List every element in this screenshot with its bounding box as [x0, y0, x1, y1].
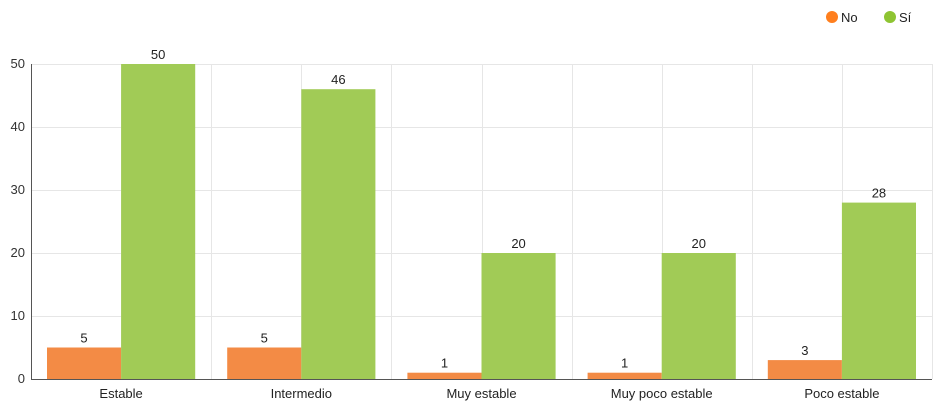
bar-sí-3: [661, 253, 736, 379]
data-label: 5: [80, 331, 87, 346]
data-labels: 5 50 5 46 1 20 1 20 3 28: [80, 47, 886, 371]
data-label: 3: [801, 343, 808, 358]
bar-sí-4: [841, 202, 916, 379]
y-tick-label: 40: [11, 119, 25, 134]
x-tick-label: Poco estable: [804, 386, 879, 401]
data-label: 1: [441, 356, 448, 371]
data-label: 50: [151, 47, 165, 62]
bar-sí-2: [481, 253, 556, 379]
legend: No Sí: [826, 10, 912, 25]
legend-marker: [826, 11, 838, 23]
legend-item-no[interactable]: No: [826, 10, 858, 25]
bar-no-4: [767, 360, 842, 379]
data-label: 1: [621, 356, 628, 371]
legend-label: No: [841, 10, 858, 25]
x-tick-label: Estable: [99, 386, 142, 401]
bar-no-1: [227, 347, 302, 379]
legend-marker: [884, 11, 896, 23]
y-tick-label: 0: [18, 371, 25, 386]
bar-no-0: [47, 347, 122, 379]
bar-sí-0: [121, 64, 196, 379]
data-label: 20: [511, 236, 525, 251]
x-tick-label: Muy estable: [446, 386, 516, 401]
y-tick-label: 30: [11, 182, 25, 197]
bar-no-2: [407, 372, 482, 379]
data-label: 20: [692, 236, 706, 251]
y-tick-label: 10: [11, 308, 25, 323]
x-tick-label: Intermedio: [271, 386, 332, 401]
legend-item-sí[interactable]: Sí: [884, 10, 912, 25]
x-tick-label: Muy poco estable: [611, 386, 713, 401]
axes: 0 10 20 30 40 50 Estable Intermedio Muy estable M…: [11, 56, 880, 401]
data-label: 46: [331, 72, 345, 87]
data-label: 28: [872, 186, 886, 201]
y-tick-label: 50: [11, 56, 25, 71]
data-label: 5: [261, 331, 268, 346]
bar-no-3: [587, 372, 662, 379]
bars: [47, 64, 916, 379]
y-tick-label: 20: [11, 245, 25, 260]
bar-sí-1: [301, 89, 376, 379]
legend-label: Sí: [899, 10, 912, 25]
